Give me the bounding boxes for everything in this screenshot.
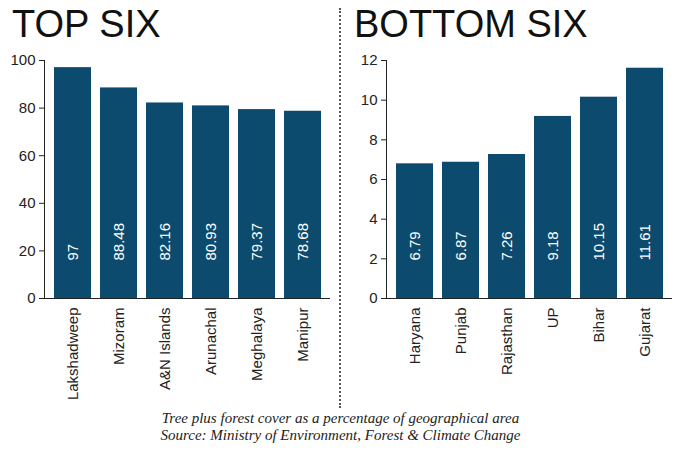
html-text:BOTTOM SIX: BOTTOM SIX — [354, 3, 588, 45]
svg-text:9.18: 9.18 — [544, 231, 561, 260]
svg-text:20: 20 — [19, 242, 36, 259]
svg-text:12: 12 — [361, 51, 378, 68]
svg-text:7.26: 7.26 — [498, 231, 515, 260]
svg-text:6.79: 6.79 — [406, 231, 423, 260]
svg-text:A&N Islands: A&N Islands — [156, 308, 173, 391]
svg-text:80.93: 80.93 — [202, 223, 219, 261]
svg-text:10.15: 10.15 — [590, 223, 607, 261]
svg-text:Bihar: Bihar — [590, 308, 607, 343]
svg-text:6: 6 — [369, 170, 377, 187]
svg-text:Lakshadweep: Lakshadweep — [64, 308, 81, 401]
svg-text:79.37: 79.37 — [248, 223, 265, 261]
svg-text:82.16: 82.16 — [156, 223, 173, 261]
svg-text:0: 0 — [369, 289, 377, 306]
svg-text:11.61: 11.61 — [636, 224, 653, 260]
svg-text:Rajasthan: Rajasthan — [498, 308, 515, 376]
svg-text:Mizoram: Mizoram — [110, 308, 127, 366]
svg-text:0: 0 — [27, 289, 35, 306]
svg-text:Haryana: Haryana — [406, 307, 423, 364]
svg-text:40: 40 — [19, 194, 36, 211]
svg-text:60: 60 — [19, 147, 36, 164]
svg-text:80: 80 — [19, 99, 36, 116]
svg-text:Manipur: Manipur — [294, 308, 311, 362]
svg-text:100: 100 — [10, 51, 35, 68]
svg-text:Punjab: Punjab — [452, 308, 469, 355]
svg-text:97: 97 — [64, 244, 81, 261]
svg-text:6.87: 6.87 — [452, 231, 469, 260]
html-text:Source: Ministry of Environmen: Source: Ministry of Environment, Forest … — [160, 427, 521, 443]
svg-text:Arunachal: Arunachal — [202, 308, 219, 376]
svg-text:Meghalaya: Meghalaya — [248, 307, 265, 381]
svg-text:78.68: 78.68 — [294, 223, 311, 261]
svg-text:10: 10 — [361, 91, 378, 108]
svg-text:Gujarat: Gujarat — [636, 307, 653, 357]
svg-text:4: 4 — [369, 210, 377, 227]
html-text:TOP SIX: TOP SIX — [12, 3, 161, 45]
html-text:Tree plus forest cover as a pe: Tree plus forest cover as a percentage o… — [161, 410, 520, 426]
svg-text:8: 8 — [369, 131, 377, 148]
svg-text:88.48: 88.48 — [110, 223, 127, 261]
svg-text:UP: UP — [544, 308, 561, 329]
svg-text:2: 2 — [369, 250, 377, 267]
